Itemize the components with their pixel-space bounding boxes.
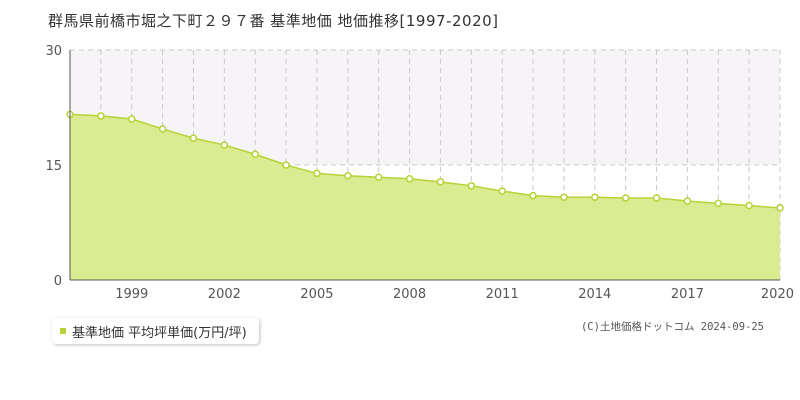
data-point [374,173,383,182]
data-point [683,197,692,205]
x-tick-label: 2002 [208,287,241,302]
chart-title: 群馬県前橋市堀之下町２９７番 基準地価 地価推移[1997-2020] [48,12,499,30]
data-point [776,204,784,212]
x-tick-label: 2014 [578,287,611,302]
data-point [189,134,198,142]
data-point [714,199,723,208]
data-point [251,150,259,159]
x-tick-label: 2008 [393,287,426,302]
data-point [745,201,753,210]
data-point [529,191,537,200]
data-point [436,178,445,186]
y-tick-label: 15 [45,159,62,174]
x-tick-label: 1999 [115,287,148,302]
data-point [127,115,136,123]
data-point [467,181,476,190]
x-tick-label: 2005 [300,287,333,302]
data-point [344,171,352,180]
legend: 基準地価 平均坪単価(万円/坪) [52,318,259,344]
x-tick-labels: 1999 2002 2005 2008 2011 2014 2017 2020 [115,287,794,302]
legend-label: 基準地価 平均坪単価(万円/坪) [72,325,247,341]
data-point [220,141,229,149]
data-point [560,193,568,201]
copyright-text: (C)土地価格ドットコム 2024-09-25 [580,321,764,333]
data-point [498,187,506,195]
legend-marker-icon [60,328,66,334]
x-tick-label: 2011 [486,287,519,302]
y-tick-label: 0 [54,274,62,289]
data-point [282,161,290,169]
data-point [652,194,661,202]
data-point [405,175,414,183]
data-point [97,112,105,120]
axes [69,50,780,281]
data-point [313,169,321,178]
x-tick-label: 2020 [761,287,794,302]
data-points [66,110,784,212]
area-fill [70,114,780,281]
series-line [69,113,781,209]
data-point [158,125,167,133]
x-tick-label: 2017 [671,287,704,302]
y-tick-labels: 0 15 30 [45,44,62,289]
data-point [591,193,599,201]
y-tick-label: 30 [45,44,62,59]
data-point [621,194,630,202]
